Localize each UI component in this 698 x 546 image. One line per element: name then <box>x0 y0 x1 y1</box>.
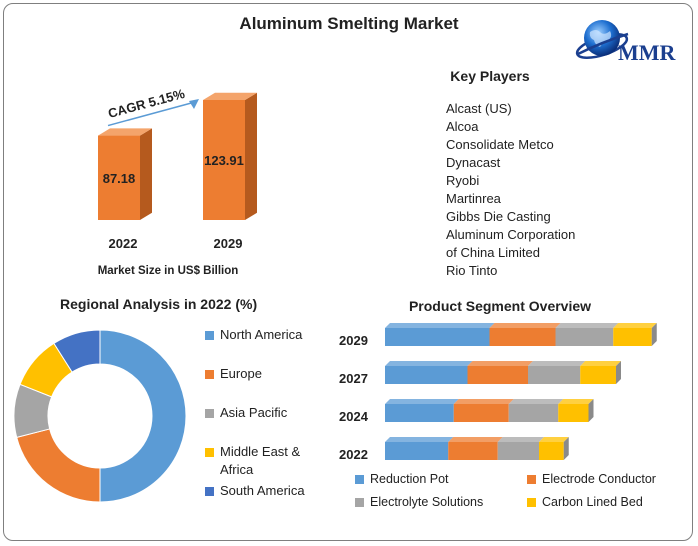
market-value-label: 123.91 <box>204 153 244 168</box>
segment-bar-part <box>448 442 498 460</box>
segment-year-label: 2024 <box>339 409 369 424</box>
segment-stacked-chart: 2029 2027 2024 2022 <box>339 323 657 462</box>
market-category-label: 2029 <box>214 236 243 251</box>
page-title: Aluminum Smelting Market <box>239 14 459 33</box>
regional-legend-item: Asia Pacific <box>205 404 287 422</box>
segment-bar-part <box>385 366 468 384</box>
key-player-item: Rio Tinto <box>446 263 498 278</box>
legend-label: Carbon Lined Bed <box>542 495 643 509</box>
legend-swatch <box>527 475 536 485</box>
legend-swatch <box>355 498 364 508</box>
globe-icon: MMR <box>575 20 677 65</box>
key-player-item: of China Limited <box>446 245 540 260</box>
key-player-item: Ryobi <box>446 173 480 188</box>
segment-legend-item: Reduction Pot <box>355 472 449 486</box>
market-bar-2029 <box>203 92 257 220</box>
key-players-list: Alcast (US) Alcoa Consolidate Metco Dynacas… <box>446 100 575 280</box>
segment-bar-side <box>563 437 569 460</box>
segment-bar-side <box>588 399 594 422</box>
segment-bar-side <box>651 323 657 346</box>
segment-bar-part <box>489 328 556 346</box>
segment-title: Product Segment Overview <box>408 298 592 314</box>
legend-swatch <box>205 409 214 419</box>
legend-label: Electrolyte Solutions <box>370 495 484 509</box>
market-size-chart: 87.18 2022 123.91 2029 Market Size in US$ Bi… <box>98 86 257 277</box>
legend-swatch <box>205 370 214 380</box>
segment-legend-item: Electrolyte Solutions <box>355 495 483 509</box>
segment-bar-part <box>508 404 559 422</box>
key-players-title: Key Players <box>450 68 530 84</box>
legend-label: Reduction Pot <box>370 472 449 486</box>
legend-label: Electrode Conductor <box>542 472 656 486</box>
market-value-label: 87.18 <box>103 171 136 186</box>
segment-bar-part <box>497 442 539 460</box>
legend-swatch <box>527 498 536 508</box>
regional-legend-item: Middle East & Africa <box>205 443 300 479</box>
segment-legend-item: Electrode Conductor <box>527 472 656 486</box>
segment-bar-part <box>558 404 589 422</box>
legend-label: South America <box>220 483 305 498</box>
infographic-frame <box>3 3 693 541</box>
segment-year-label: 2029 <box>339 333 368 348</box>
segment-year-label: 2027 <box>339 371 368 386</box>
segment-bar-part <box>528 366 581 384</box>
regional-title: Regional Analysis in 2022 (%) <box>60 296 258 312</box>
segment-year-label: 2022 <box>339 447 368 462</box>
key-player-item: Alcast (US) <box>446 101 512 116</box>
mmr-logo: MMR <box>572 14 682 74</box>
market-category-label: 2022 <box>109 236 138 251</box>
legend-swatch <box>205 331 214 341</box>
segment-legend-item: Carbon Lined Bed <box>527 495 643 509</box>
regional-legend-item: South America <box>205 482 305 500</box>
segment-bar-part <box>453 404 509 422</box>
segment-bar-part <box>385 442 449 460</box>
segment-bar-side <box>616 361 621 384</box>
key-player-item: Gibbs Die Casting <box>446 209 551 224</box>
key-player-item: Dynacast <box>446 155 501 170</box>
cagr-arrow <box>107 99 199 127</box>
key-player-item: Martinrea <box>446 191 501 206</box>
donut-slice-europe <box>16 428 101 503</box>
segment-bar-part <box>467 366 528 384</box>
legend-label: Africa <box>220 462 254 477</box>
key-player-item: Aluminum Corporation <box>446 227 576 242</box>
donut-slice-north-america <box>99 329 187 503</box>
segment-bar-part <box>580 366 616 384</box>
legend-swatch <box>355 475 364 485</box>
market-x-axis-label: Market Size in US$ Billion <box>98 265 239 277</box>
donut-slice-south-america <box>53 329 101 373</box>
legend-swatch <box>205 487 214 497</box>
regional-donut-chart <box>13 329 187 503</box>
segment-bar-part <box>613 328 652 346</box>
regional-legend-item: North America <box>205 326 302 344</box>
key-player-item: Alcoa <box>446 119 479 134</box>
legend-label: North America <box>220 327 303 342</box>
segment-bar-part <box>385 404 454 422</box>
key-player-item: Consolidate Metco <box>446 137 554 152</box>
legend-label: Europe <box>220 366 262 381</box>
logo-text: MMR <box>618 40 677 65</box>
legend-label: Asia Pacific <box>220 405 288 420</box>
regional-legend-item: Europe <box>205 365 262 383</box>
segment-bar-part <box>555 328 614 346</box>
segment-bar-part <box>539 442 564 460</box>
market-bar-2022 <box>98 128 152 220</box>
legend-swatch <box>205 448 214 458</box>
legend-label: Middle East & <box>220 444 301 459</box>
segment-bar-part <box>385 328 490 346</box>
